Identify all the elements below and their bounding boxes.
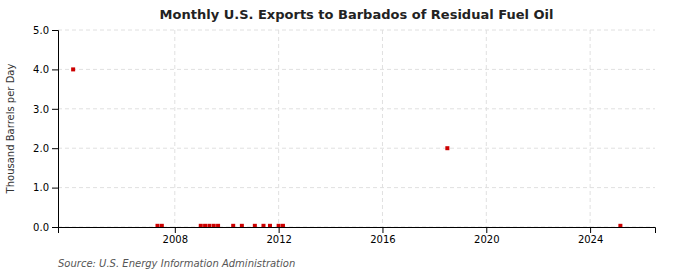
y-tick-label: 4.0 (33, 64, 49, 75)
points (71, 67, 622, 227)
y-tick-mark (52, 227, 58, 228)
y-grid-line (58, 30, 655, 31)
y-tick: 4.0 (33, 64, 58, 75)
chart: 2008 2012 2016 2020 2024 0.0 1.0 2.0 3.0 4.0 5.0 Mo… (0, 0, 675, 275)
y-tick: 5.0 (33, 25, 58, 36)
point (156, 224, 160, 227)
point (445, 146, 449, 150)
grid (58, 30, 655, 227)
y-tick-mark (52, 109, 58, 110)
x-tick: 2020 (474, 227, 499, 245)
y-grid-line (58, 108, 655, 109)
point (199, 224, 203, 227)
y-tick-label: 0.0 (33, 222, 49, 233)
y-tick: 0.0 (33, 222, 58, 233)
x-tick-label: 2016 (370, 234, 395, 245)
y-tick-label: 1.0 (33, 182, 49, 193)
x-grid-line (382, 30, 383, 227)
point (277, 224, 281, 227)
plot: 2008 2012 2016 2020 2024 0.0 1.0 2.0 3.0 4.0 5.0 (33, 25, 655, 245)
x-tick-label: 2024 (578, 234, 603, 245)
x-axis: 2008 2012 2016 2020 2024 (59, 227, 656, 245)
y-axis-title: Thousand Barrels per Day (5, 64, 16, 195)
x-grid-line (486, 30, 487, 227)
y-tick: 3.0 (33, 104, 58, 115)
point (212, 224, 216, 227)
point (203, 224, 207, 227)
x-tick: 2008 (163, 227, 188, 245)
title: Monthly U.S. Exports to Barbados of Resi… (160, 7, 554, 22)
y-grid-line (58, 148, 655, 149)
point (268, 224, 272, 227)
x-tick-mark (590, 227, 591, 233)
x-tick: 2016 (370, 227, 395, 245)
y-tick-mark (52, 148, 58, 149)
point (231, 224, 235, 227)
point (216, 224, 220, 227)
y-tick: 1.0 (33, 182, 58, 193)
y-grid-line (58, 187, 655, 188)
y-grid-line (58, 69, 655, 70)
x-tick: 2024 (578, 227, 603, 245)
y-tick-mark (52, 69, 58, 70)
y-tick-label: 2.0 (33, 143, 49, 154)
source: Source: U.S. Energy Information Administ… (58, 258, 295, 269)
y-tick-mark (52, 188, 58, 189)
x-grid-line (278, 30, 279, 227)
x-grid-line (174, 30, 175, 227)
x-tick-label: 2012 (266, 234, 291, 245)
y-tick-label: 3.0 (33, 104, 49, 115)
point (160, 224, 164, 227)
point (253, 224, 257, 227)
point (618, 224, 622, 227)
point (281, 224, 285, 227)
x-tick-label: 2020 (474, 234, 499, 245)
x-tick: 2012 (266, 227, 291, 245)
y-axis: 0.0 1.0 2.0 3.0 4.0 5.0 (33, 25, 58, 233)
point (71, 67, 75, 71)
y-axis-line (52, 31, 59, 228)
point (261, 224, 265, 227)
x-grid-line (590, 30, 591, 227)
x-tick-mark (382, 227, 383, 233)
x-tick-label: 2008 (163, 234, 188, 245)
y-tick: 2.0 (33, 143, 58, 154)
x-tick-mark (486, 227, 487, 233)
point (240, 224, 244, 227)
x-tick-mark (279, 227, 280, 233)
y-tick-mark (52, 30, 58, 31)
x-axis-line (59, 228, 656, 234)
point (207, 224, 211, 227)
y-tick-label: 5.0 (33, 25, 49, 36)
x-tick-mark (175, 227, 176, 233)
